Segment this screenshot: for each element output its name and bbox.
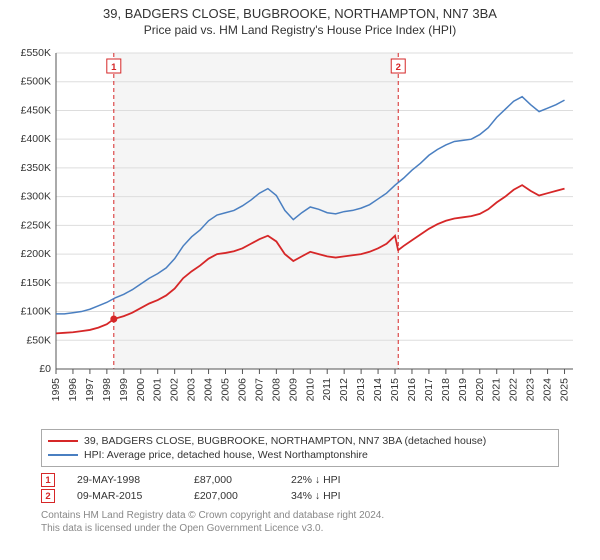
- legend-item: 39, BADGERS CLOSE, BUGBROOKE, NORTHAMPTO…: [48, 434, 552, 448]
- svg-text:2011: 2011: [321, 378, 333, 401]
- legend-label: HPI: Average price, detached house, West…: [84, 449, 368, 461]
- marker-date: 09-MAR-2015: [77, 490, 172, 502]
- svg-text:2010: 2010: [304, 378, 316, 402]
- svg-text:£50K: £50K: [26, 334, 51, 346]
- svg-text:£500K: £500K: [21, 76, 51, 88]
- svg-text:£300K: £300K: [21, 191, 51, 203]
- svg-text:2004: 2004: [203, 378, 215, 402]
- svg-text:2023: 2023: [525, 378, 537, 402]
- svg-text:1995: 1995: [50, 378, 62, 402]
- svg-text:2015: 2015: [389, 378, 401, 402]
- svg-text:1997: 1997: [84, 378, 96, 402]
- marker-price: £207,000: [194, 490, 269, 502]
- svg-text:£400K: £400K: [21, 133, 51, 145]
- svg-text:£350K: £350K: [21, 162, 51, 174]
- svg-text:2012: 2012: [338, 378, 350, 402]
- page-title: 39, BADGERS CLOSE, BUGBROOKE, NORTHAMPTO…: [0, 0, 600, 21]
- svg-text:2001: 2001: [152, 378, 164, 402]
- license-text: Contains HM Land Registry data © Crown c…: [41, 509, 559, 535]
- legend-swatch-red: [48, 440, 78, 442]
- marker-delta: 22% ↓ HPI: [291, 474, 341, 486]
- marker-row: 2 09-MAR-2015 £207,000 34% ↓ HPI: [41, 489, 559, 503]
- svg-text:2009: 2009: [287, 378, 299, 402]
- svg-text:2013: 2013: [355, 378, 367, 402]
- legend-swatch-blue: [48, 454, 78, 456]
- svg-text:2021: 2021: [491, 378, 503, 402]
- marker-price: £87,000: [194, 474, 269, 486]
- svg-text:£450K: £450K: [21, 104, 51, 116]
- chart-svg: £0 £50K £100K £150K £200K £250K £300K £350K £400…: [15, 41, 585, 421]
- svg-text:1996: 1996: [67, 378, 79, 402]
- legend-label: 39, BADGERS CLOSE, BUGBROOKE, NORTHAMPTO…: [84, 435, 486, 447]
- marker-badge-1: 1: [41, 473, 55, 487]
- svg-text:2002: 2002: [169, 378, 181, 402]
- legend-item: HPI: Average price, detached house, West…: [48, 448, 552, 462]
- svg-text:2024: 2024: [542, 378, 554, 402]
- svg-text:2: 2: [396, 62, 401, 73]
- svg-text:2005: 2005: [220, 378, 232, 402]
- svg-text:2000: 2000: [135, 378, 147, 402]
- svg-text:1: 1: [111, 62, 117, 73]
- svg-text:£200K: £200K: [21, 248, 51, 260]
- svg-text:£550K: £550K: [21, 47, 51, 59]
- svg-text:2018: 2018: [440, 378, 452, 402]
- marker-date: 29-MAY-1998: [77, 474, 172, 486]
- svg-text:£150K: £150K: [21, 277, 51, 289]
- svg-text:2008: 2008: [270, 378, 282, 402]
- svg-text:£100K: £100K: [21, 306, 51, 318]
- svg-text:1998: 1998: [101, 378, 113, 402]
- svg-text:2003: 2003: [186, 378, 198, 402]
- svg-text:2019: 2019: [457, 378, 469, 402]
- svg-text:2016: 2016: [406, 378, 418, 402]
- svg-text:2007: 2007: [253, 378, 265, 402]
- svg-text:2014: 2014: [372, 378, 384, 402]
- svg-text:2017: 2017: [423, 378, 435, 402]
- svg-text:2025: 2025: [559, 378, 571, 402]
- svg-text:£250K: £250K: [21, 219, 51, 231]
- marker-row: 1 29-MAY-1998 £87,000 22% ↓ HPI: [41, 473, 559, 487]
- svg-text:2022: 2022: [508, 378, 520, 402]
- price-chart: £0 £50K £100K £150K £200K £250K £300K £350K £400…: [15, 41, 585, 421]
- svg-text:1999: 1999: [118, 378, 130, 402]
- page-subtitle: Price paid vs. HM Land Registry's House …: [0, 21, 600, 41]
- svg-text:2020: 2020: [474, 378, 486, 402]
- marker-badge-2: 2: [41, 489, 55, 503]
- marker-delta: 34% ↓ HPI: [291, 490, 341, 502]
- svg-text:£0: £0: [39, 363, 51, 375]
- svg-text:2006: 2006: [236, 378, 248, 402]
- legend: 39, BADGERS CLOSE, BUGBROOKE, NORTHAMPTO…: [41, 429, 559, 467]
